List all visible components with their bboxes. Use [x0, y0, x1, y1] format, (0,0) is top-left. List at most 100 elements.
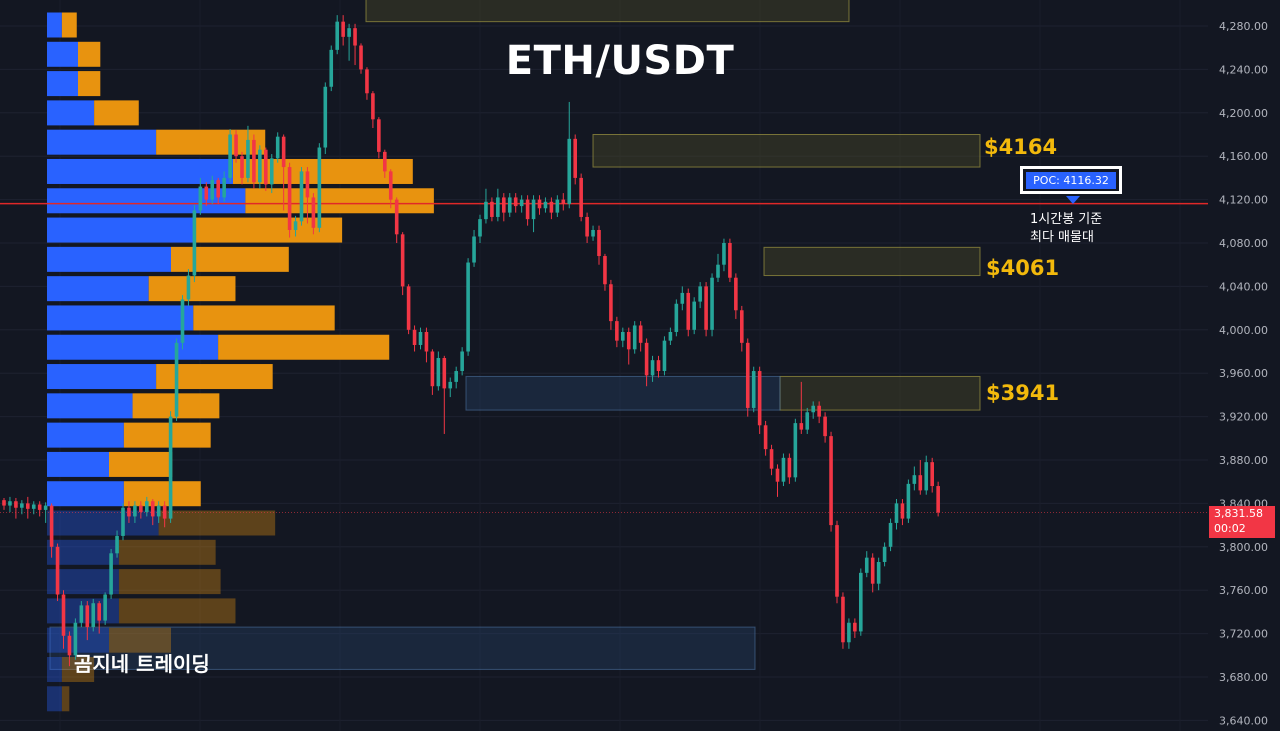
candle-body: [156, 505, 161, 517]
candle-body: [793, 423, 798, 478]
volume-profile-sell-bar: [193, 305, 335, 331]
candle-body: [609, 284, 613, 322]
y-axis-tick-label: 4,280.00: [1219, 20, 1268, 33]
candle-body: [591, 229, 595, 237]
candle-body: [454, 371, 458, 382]
volume-profile-sell-bar: [123, 422, 211, 448]
candle-body: [216, 180, 220, 198]
volume-profile-buy-bar: [47, 188, 246, 214]
brand-watermark: 곰지네 트레이딩: [74, 652, 210, 676]
candle-body: [621, 331, 625, 341]
candle-body: [466, 262, 470, 352]
volume-profile-sell-bar: [148, 276, 236, 302]
chart-title: ETH/USDT: [505, 38, 735, 84]
candle-body: [388, 171, 393, 200]
volume-profile-buy-bar: [47, 364, 157, 390]
candle-body: [662, 340, 667, 372]
candle-body: [305, 171, 310, 198]
volume-profile-sell-bar: [109, 627, 171, 653]
candle-body: [365, 69, 369, 94]
candle-body: [638, 325, 643, 343]
volume-profile-sell-bar: [109, 451, 173, 477]
candle-body: [704, 286, 708, 330]
y-axis-tick-label: 3,920.00: [1219, 411, 1268, 424]
candle-body: [870, 557, 875, 584]
candle-body: [43, 505, 48, 510]
candle-body: [930, 462, 934, 487]
candle-body: [817, 405, 821, 417]
candle-body: [740, 310, 744, 343]
candle-body: [133, 505, 137, 517]
candle-body: [204, 186, 209, 200]
volume-profile-buy-bar: [47, 71, 78, 97]
candle-body: [121, 507, 125, 536]
y-axis-tick-label: 4,040.00: [1219, 280, 1268, 293]
candle-body: [775, 468, 780, 482]
candle-body: [549, 201, 554, 213]
candle-body: [686, 292, 691, 330]
volume-profile-buy-bar: [47, 276, 149, 302]
candle-body: [912, 475, 917, 484]
candle-body: [97, 603, 101, 621]
price-zone-yellow: [779, 375, 981, 411]
resistance-level-label-4164: $4164: [984, 135, 1058, 159]
volume-profile-sell-bar: [156, 364, 273, 390]
candle-body: [496, 197, 500, 217]
volume-profile-sell-bar: [118, 539, 216, 565]
candle-body: [692, 301, 696, 330]
volume-profile-sell-bar: [118, 569, 221, 595]
volume-profile-sell-bar: [193, 217, 343, 243]
resistance-level-label-4061: $4061: [986, 256, 1060, 280]
candle-body: [876, 561, 881, 584]
poc-note-line2: 최다 매물대: [1030, 230, 1094, 245]
candle-body: [139, 505, 143, 513]
volume-profile-buy-bar: [47, 12, 62, 38]
volume-profile-buy-bar: [47, 305, 194, 331]
volume-profile-sell-bar: [78, 71, 101, 97]
candle-body: [734, 277, 738, 311]
candle-body: [615, 321, 619, 341]
candle-body: [585, 216, 589, 237]
y-axis-tick-label: 4,240.00: [1219, 63, 1268, 76]
candle-body: [513, 197, 518, 207]
price-zone-yellow: [763, 246, 981, 277]
y-axis-tick-label: 4,200.00: [1219, 107, 1268, 120]
candle-body: [281, 136, 286, 168]
candle-body: [323, 86, 328, 148]
resistance-level-label-3941: $3941: [986, 381, 1060, 405]
candle-body: [287, 167, 292, 230]
candle-body: [597, 229, 601, 257]
candle-body: [311, 197, 316, 228]
candle-body: [341, 21, 345, 37]
candle-body: [198, 186, 203, 211]
candle-body: [484, 201, 488, 220]
candle-body: [252, 139, 256, 183]
candle-body: [936, 486, 940, 513]
candle-body: [603, 256, 607, 285]
candle-body: [406, 286, 411, 330]
candle-body: [127, 507, 131, 517]
candle-body: [698, 286, 702, 302]
candle-body: [555, 199, 560, 213]
poc-callout: POC: 4116.32: [1020, 166, 1122, 194]
volume-profile-buy-bar: [47, 510, 159, 536]
bar-countdown: 00:02: [1214, 522, 1246, 535]
volume-profile-sell-bar: [233, 158, 413, 184]
candle-body: [888, 522, 893, 547]
candle-body: [150, 501, 155, 517]
y-axis-tick-label: 3,880.00: [1219, 454, 1268, 467]
candle-body: [240, 156, 244, 178]
candle-body: [835, 525, 839, 597]
y-axis-tick-label: 3,760.00: [1219, 584, 1268, 597]
y-axis-tick-label: 4,120.00: [1219, 194, 1268, 207]
candle-body: [579, 177, 583, 217]
last-price-value: 3,831.58: [1214, 507, 1263, 520]
candle-body: [258, 149, 262, 183]
candle-body: [246, 139, 250, 178]
candle-body: [502, 197, 506, 213]
y-axis-tick-label: 3,720.00: [1219, 628, 1268, 641]
candle-body: [14, 501, 18, 508]
candle-body: [561, 199, 566, 204]
candle-body: [751, 371, 756, 408]
